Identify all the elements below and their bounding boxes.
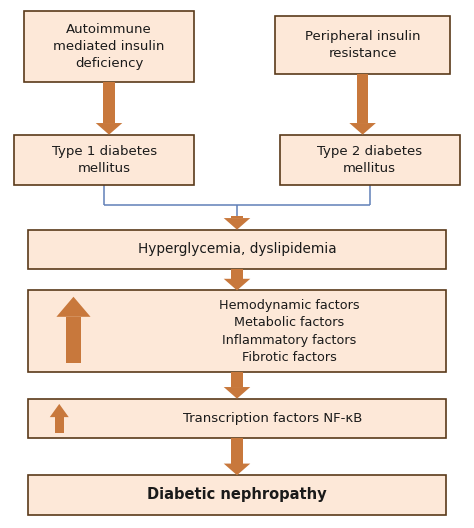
Polygon shape [231,372,243,387]
Polygon shape [231,216,243,218]
Polygon shape [103,82,115,123]
FancyBboxPatch shape [275,16,450,74]
Polygon shape [224,279,250,290]
Polygon shape [231,438,243,464]
Text: Peripheral insulin
resistance: Peripheral insulin resistance [305,30,420,60]
Polygon shape [231,269,243,279]
Text: Transcription factors NF-κB: Transcription factors NF-κB [183,412,362,425]
FancyBboxPatch shape [28,399,446,438]
Polygon shape [224,464,250,475]
FancyBboxPatch shape [24,11,194,82]
Polygon shape [349,123,376,135]
Polygon shape [96,123,122,135]
Polygon shape [50,404,69,417]
Polygon shape [66,317,81,363]
Polygon shape [357,74,368,123]
Text: Hemodynamic factors
Metabolic factors
Inflammatory factors
Fibrotic factors: Hemodynamic factors Metabolic factors In… [219,298,359,364]
FancyBboxPatch shape [28,230,446,269]
Polygon shape [224,218,250,230]
Text: Diabetic nephropathy: Diabetic nephropathy [147,487,327,503]
FancyBboxPatch shape [280,135,460,185]
Text: Autoimmune
mediated insulin
deficiency: Autoimmune mediated insulin deficiency [54,23,164,70]
FancyBboxPatch shape [28,475,446,515]
FancyBboxPatch shape [28,290,446,372]
Text: Type 1 diabetes
mellitus: Type 1 diabetes mellitus [52,145,157,175]
Text: Hyperglycemia, dyslipidemia: Hyperglycemia, dyslipidemia [137,242,337,257]
Polygon shape [55,417,64,433]
Polygon shape [224,387,250,399]
Text: Type 2 diabetes
mellitus: Type 2 diabetes mellitus [317,145,422,175]
Polygon shape [56,297,91,317]
FancyBboxPatch shape [14,135,194,185]
